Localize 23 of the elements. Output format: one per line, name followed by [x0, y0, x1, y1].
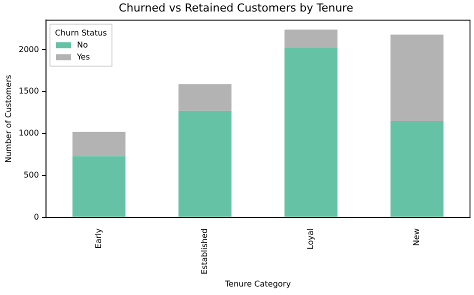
bar: [390, 34, 444, 121]
bar: [390, 120, 444, 217]
chart-title: Churned vs Retained Customers by Tenure: [118, 1, 354, 14]
bar: [178, 110, 232, 217]
y-tick-label: 2000: [18, 44, 39, 54]
bar: [72, 156, 126, 217]
y-tick-label: 1000: [18, 128, 39, 138]
legend-label: No: [76, 40, 88, 50]
x-tick-label: Early: [94, 228, 104, 249]
x-axis-title: Tenure Category: [224, 279, 292, 288]
bar: [178, 84, 232, 111]
x-tick-label: New: [412, 228, 422, 246]
bar: [72, 132, 126, 156]
y-tick-label: 1500: [18, 86, 39, 96]
bar: [284, 30, 338, 48]
y-tick-label: 500: [24, 170, 39, 180]
x-tick-label: Established: [200, 228, 210, 274]
y-axis-title: Number of Customers: [4, 74, 13, 163]
bar: [284, 48, 338, 217]
legend-label: Yes: [76, 52, 90, 62]
legend-title: Churn Status: [54, 28, 107, 38]
y-tick-label: 0: [34, 212, 39, 222]
x-tick-label: Loyal: [306, 228, 316, 250]
